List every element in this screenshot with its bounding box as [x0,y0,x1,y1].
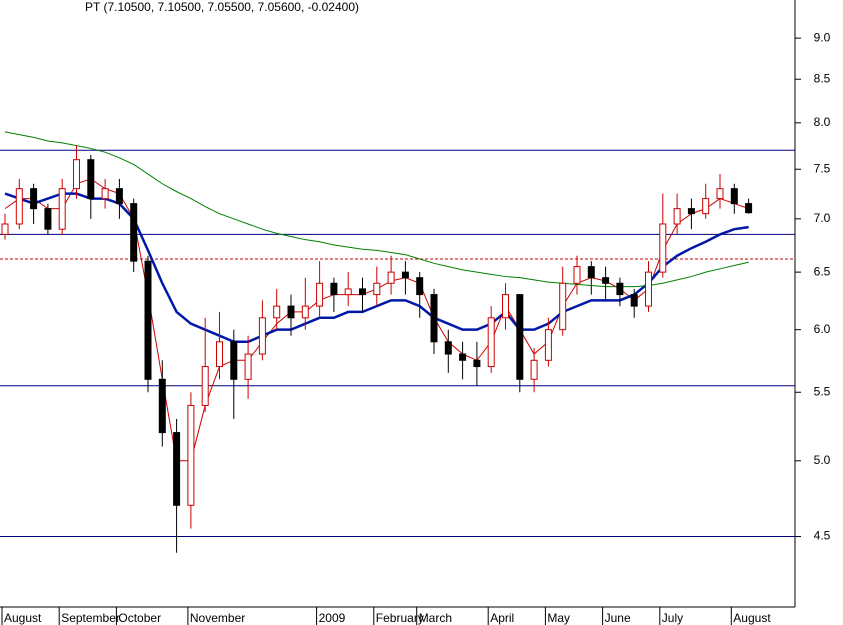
y-tick-label: 6.5 [814,264,831,278]
candle-body [301,305,309,319]
candle-body [530,359,538,380]
candle-body [387,271,395,284]
x-tick-label: November [190,611,245,625]
candle-body [416,277,424,296]
chart-title: PT (7.10500, 7.10500, 7.05500, 7.05600, … [85,0,359,14]
candle-body [716,188,724,200]
candle-body [230,341,238,380]
x-tick-label: June [605,611,631,625]
candle-body [344,288,352,296]
candle-body [115,188,123,205]
candle-body [216,341,223,368]
x-tick-label: August [4,611,42,625]
candle-body [444,341,452,355]
candle-body [144,260,152,380]
candle-body [15,188,23,225]
moving-average [4,192,749,344]
y-tick-label: 8.5 [814,71,831,85]
candle-body [616,282,624,296]
candle-body [745,203,753,214]
candle-body [516,294,524,380]
candle-body [173,432,181,506]
x-tick-label: August [733,611,771,625]
x-tick-label: September [61,611,120,625]
candle-body [287,305,295,319]
candle-body [130,203,138,262]
candle-body [487,317,495,368]
candle-body [87,159,95,200]
candle-body [602,277,610,284]
candle-body [587,266,595,279]
candle-body [58,188,66,230]
y-tick-label: 6.0 [814,322,831,336]
candle-body [273,305,281,319]
candle-body [330,282,338,296]
x-tick-label: March [419,611,452,625]
candle-body [44,208,52,230]
candle-body [373,282,381,296]
moving-average [4,178,749,462]
candle-body [673,208,681,225]
candle-body [730,188,738,205]
candle-body [544,329,552,361]
candle-body [687,208,695,215]
y-tick-label: 8.0 [814,115,831,129]
candle-body [573,266,581,284]
candle-body [430,294,438,343]
x-tick-label: April [490,611,514,625]
candle-body [101,188,109,200]
x-tick-label: October [118,611,161,625]
y-tick-label: 4.5 [814,529,831,543]
candle-body [187,404,195,506]
candle-body [559,282,567,331]
candle-body [659,223,667,273]
candle-body [316,282,324,307]
y-tick-label: 7.5 [814,161,831,175]
moving-average [4,131,749,288]
candle-body [244,353,252,380]
candle-body [473,359,481,368]
candle-body [258,317,266,355]
candle-body [1,223,9,235]
candle-body [359,288,366,296]
candle-body [645,271,652,307]
candle-body [702,198,710,215]
x-tick-label: July [662,611,683,625]
y-tick-label: 7.0 [814,211,831,225]
y-tick-label: 9.0 [814,30,831,44]
candle-body [459,353,467,361]
candle-body [630,294,638,307]
candle-body [502,294,509,319]
x-tick-label: May [547,611,570,625]
candle-body [73,159,80,190]
x-tick-label: February [376,611,424,625]
y-tick-label: 5.0 [814,453,831,467]
candle-body [401,271,409,279]
y-tick-label: 5.5 [814,384,831,398]
candle-body [201,366,209,406]
x-tick-label: 2009 [319,611,346,625]
candle-body [30,188,38,210]
candle-body [158,378,166,434]
